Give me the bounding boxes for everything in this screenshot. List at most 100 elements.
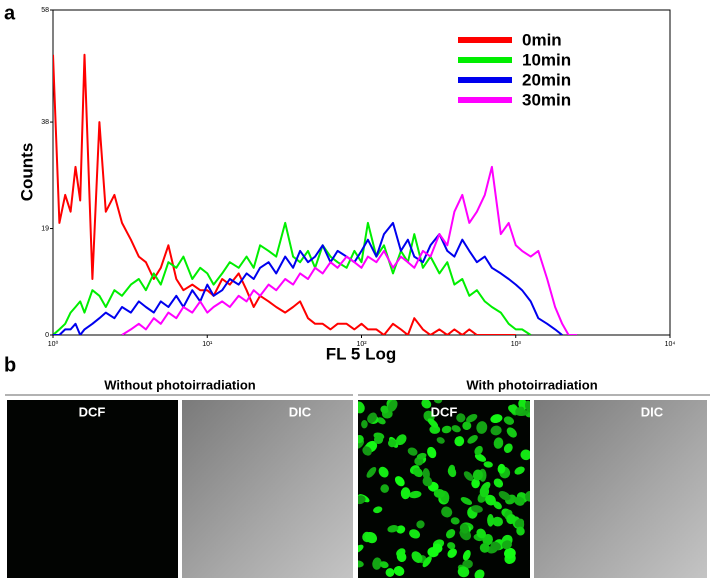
cell [472,469,484,481]
cell [493,501,502,510]
cell [433,488,445,499]
legend-label: 10min [522,50,571,69]
cell [396,525,406,534]
cell [476,528,487,539]
cell [487,514,494,527]
cell [447,542,456,550]
cell [459,523,469,534]
cell [432,543,443,553]
cell [366,467,377,478]
cell [467,435,478,444]
y-tick-label: 0 [45,332,49,339]
cell [471,478,480,489]
image-label: DCF [79,404,106,419]
y-tick-label: 38 [41,119,49,126]
cell [479,485,490,498]
cell [422,556,432,568]
cell [441,425,452,434]
x-tick-label: 10⁴ [665,341,676,348]
cell [483,461,493,468]
x-axis-title: FL 5 Log [326,344,397,363]
cell [485,494,496,506]
cell [416,452,427,460]
cell [378,466,389,478]
x-tick-label: 10¹ [202,341,213,348]
cell [506,514,516,525]
cell [400,487,411,500]
cell [445,529,456,539]
cell [516,526,525,536]
cell [497,463,506,474]
series-line [53,221,532,335]
x-tick-label: 10³ [511,341,522,348]
image-group-title: Without photoirradiation [104,377,256,392]
cell [358,495,366,505]
cell [493,478,504,488]
cell [411,551,423,563]
cell [447,548,457,558]
legend-label: 20min [522,70,571,89]
cell [450,517,460,525]
cell [416,520,425,529]
cell [506,427,517,438]
cell [408,490,422,499]
cell [479,543,490,553]
cell [387,524,399,533]
series-line [53,53,516,335]
cell [372,557,382,570]
cell [374,434,384,444]
cell [409,529,421,539]
cell [515,406,525,415]
cell [520,449,530,461]
cell [490,425,502,436]
cell [441,506,453,518]
cell [361,420,368,429]
cell [379,561,389,569]
cell [393,566,405,576]
cell [358,544,364,553]
cell [462,559,473,569]
cell [492,516,503,527]
cell [490,541,502,551]
x-tick-label: 10⁰ [48,340,59,348]
panel-label: b [4,354,16,376]
cell [503,443,513,453]
cell [504,547,516,559]
x-tick-label: 10² [356,341,367,348]
y-axis-title: Counts [17,143,36,202]
cell [421,400,432,409]
cell [429,425,441,434]
legend-label: 30min [522,90,571,109]
cell [525,491,530,502]
cell [385,568,395,577]
series-line [121,165,578,335]
plot-frame [52,9,671,336]
cell [395,434,407,446]
cell [380,405,389,414]
cell [387,400,398,412]
image-label: DCF [431,404,458,419]
micrograph [7,400,178,578]
cell [427,418,439,428]
cell [460,497,473,505]
cell [525,400,530,413]
cell [358,434,364,444]
cell [457,566,470,578]
image-label: DIC [641,404,664,419]
cell [451,425,461,433]
cell [498,491,511,501]
cell [358,401,365,414]
cell [394,476,405,487]
plot-lines [53,53,578,335]
series-line [53,221,563,335]
cell [514,518,525,528]
micrograph [182,400,353,578]
cell [456,413,466,423]
cell [462,421,472,431]
cell [388,439,397,448]
image-group-title: With photoirradiation [466,377,597,392]
cells [358,400,530,578]
cell [503,416,515,425]
